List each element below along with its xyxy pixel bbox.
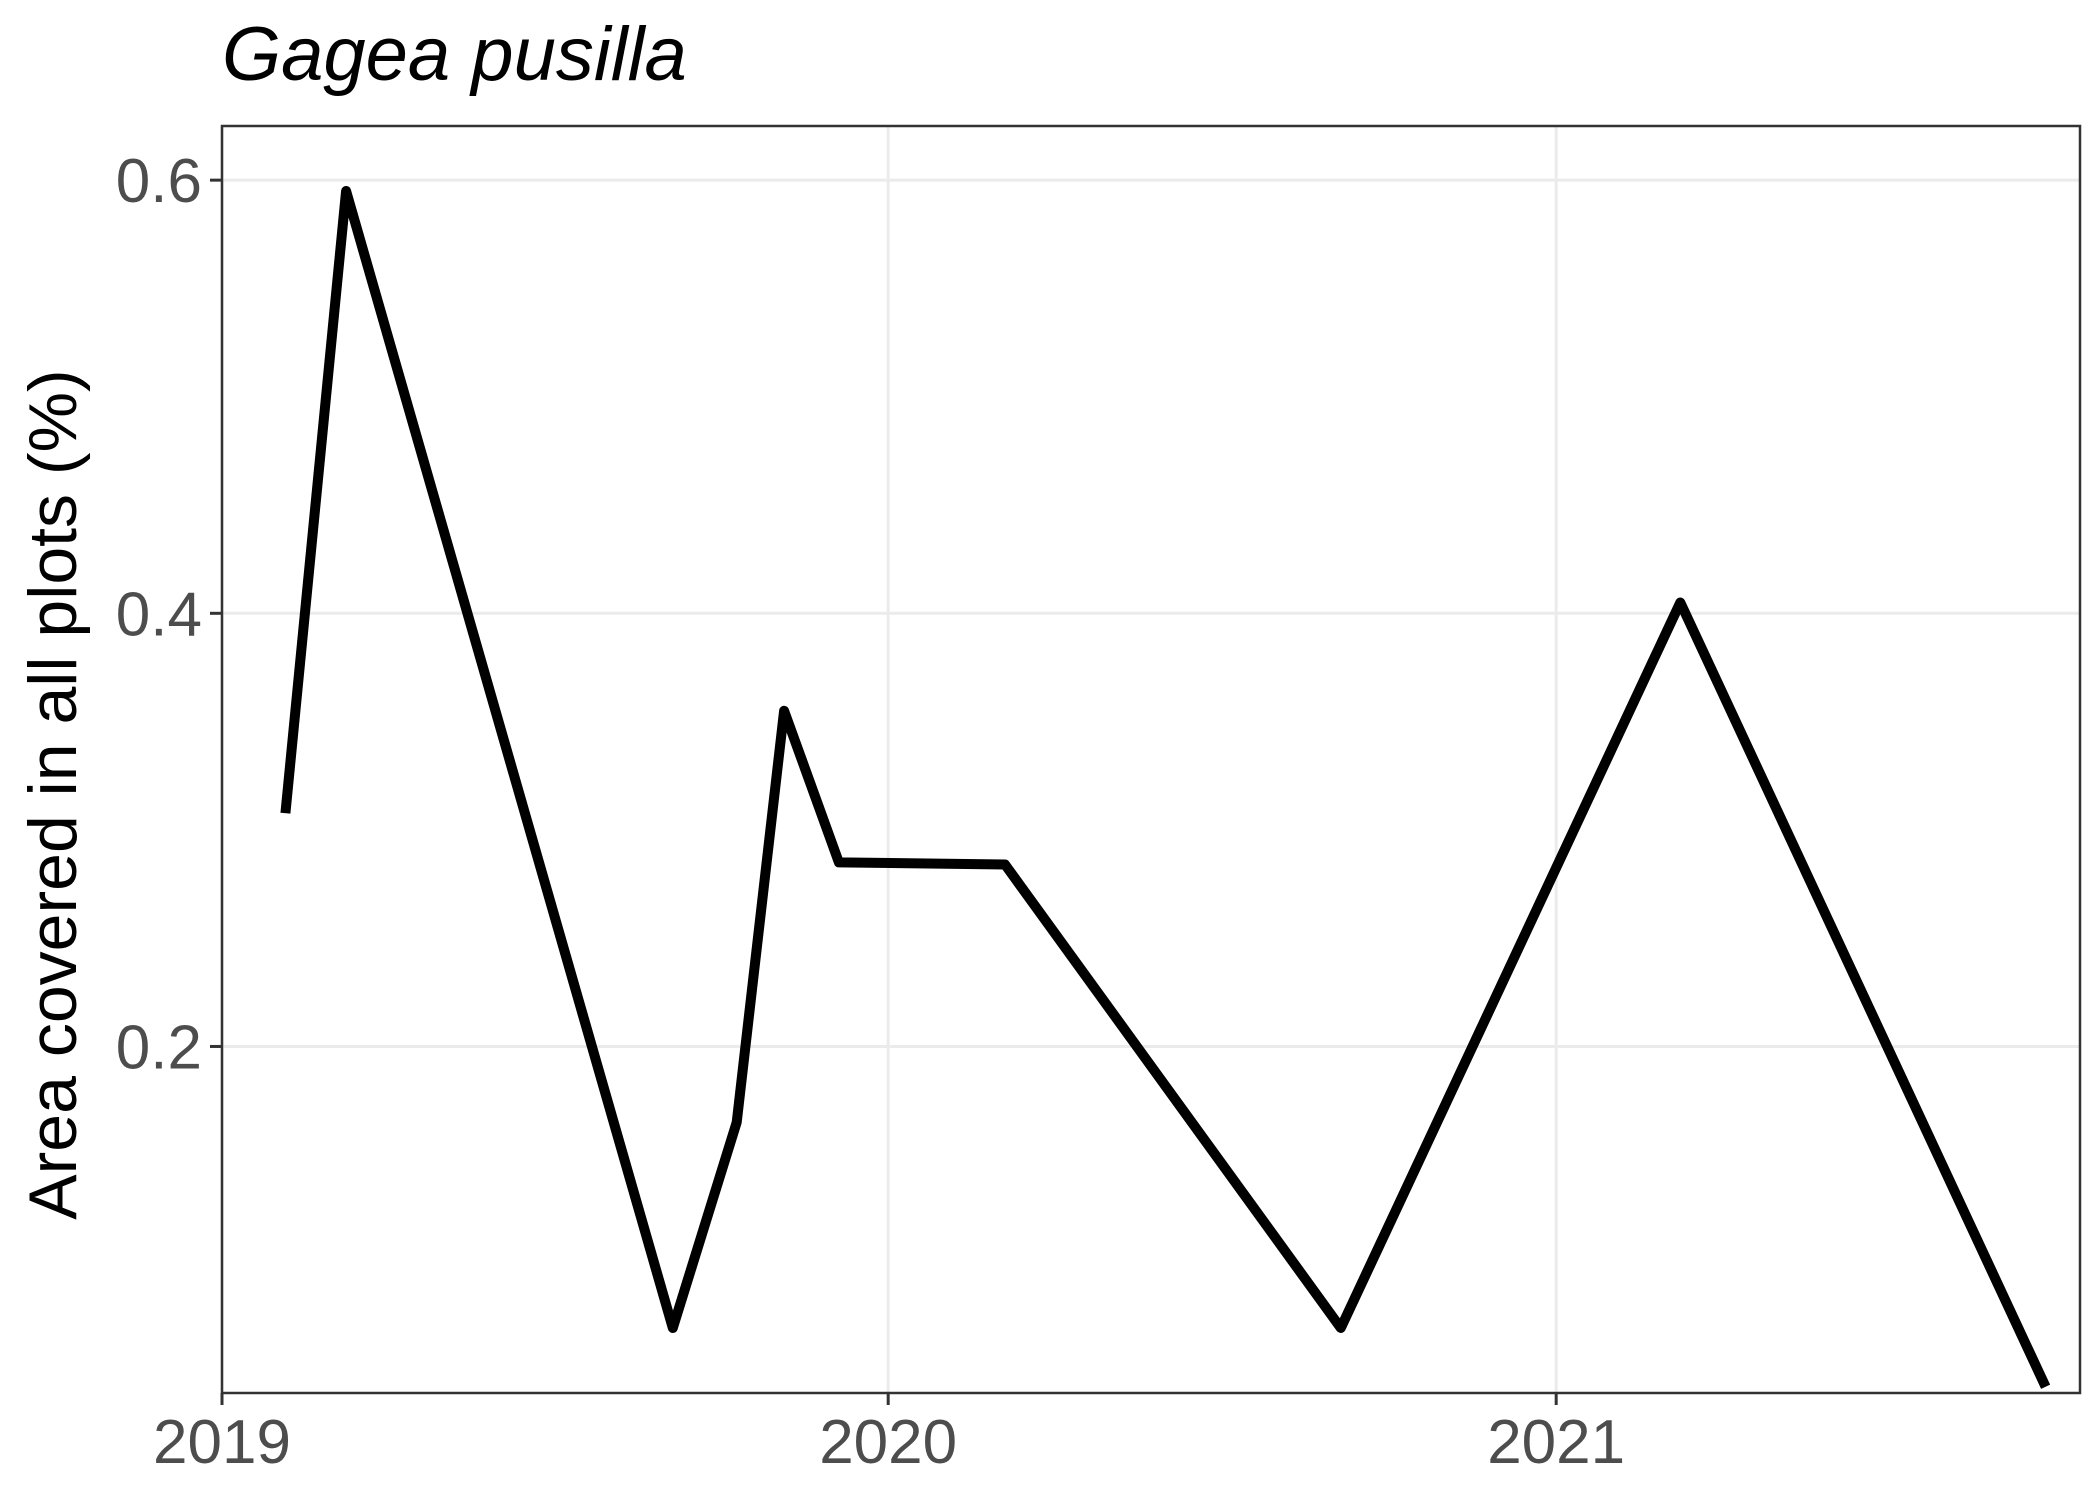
series-line — [280, 186, 2051, 1389]
y-axis-label: Area covered in all plots (%) — [15, 369, 91, 1219]
series-layer — [280, 186, 2051, 1389]
x-tick-label: 2021 — [1487, 1408, 1625, 1477]
gridlines — [220, 126, 2080, 1393]
axis-ticks: 2019 2020 2021 0.2 0.4 0.6 — [116, 147, 1625, 1477]
y-tick-label: 0.4 — [116, 580, 202, 649]
chart-title: Gagea pusilla — [222, 12, 687, 97]
y-tick-label: 0.2 — [116, 1013, 202, 1082]
x-tick-label: 2019 — [153, 1408, 291, 1477]
x-tick-label: 2020 — [819, 1408, 957, 1477]
plot-panel-border — [220, 124, 2082, 1395]
y-tick-label: 0.6 — [116, 147, 202, 216]
